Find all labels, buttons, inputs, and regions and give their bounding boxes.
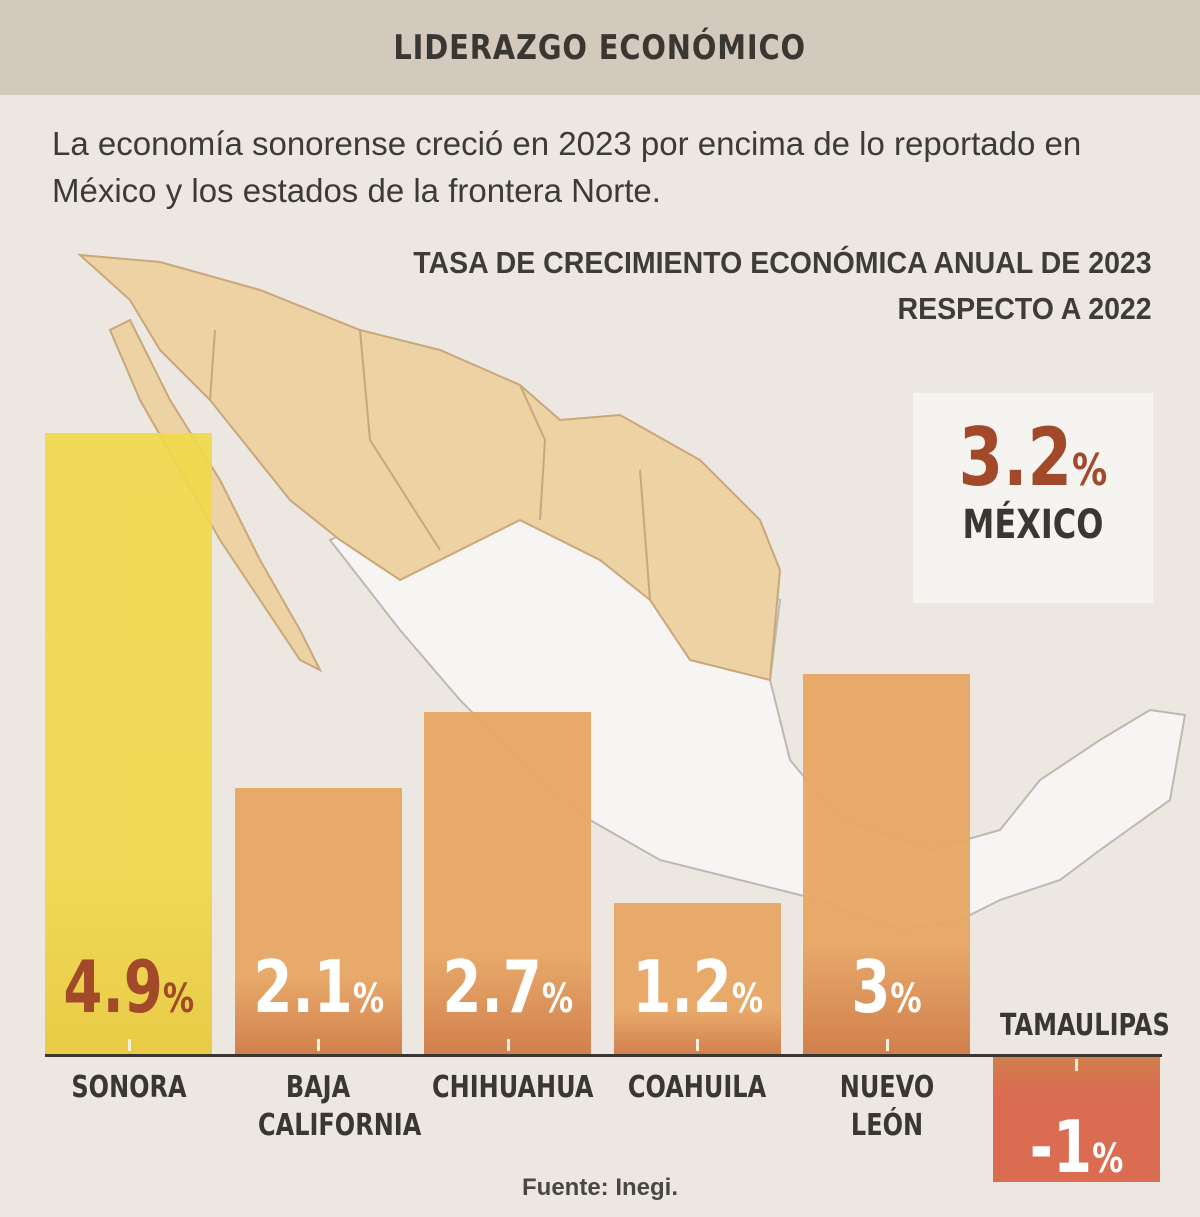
category-label: CHIHUAHUA [431,1070,593,1105]
bar-5 [992,1055,1160,1182]
data-label: 3% [851,945,922,1029]
tick-mark [885,1039,889,1051]
tick-mark [317,1039,320,1051]
mexico-label: MÉXICO [962,502,1104,548]
category-label: TAMAULIPAS [1000,1008,1170,1043]
header: LIDERAZGO ECONÓMICO [0,0,1200,95]
data-label: 2.1% [252,945,384,1029]
tick-mark [506,1039,510,1051]
bar-3 [613,902,781,1055]
category-label: SONORA [70,1070,187,1105]
mexico-number: 3.2 [958,411,1073,504]
bar-2 [424,712,591,1055]
data-label: 4.9% [63,945,195,1029]
category-label: BAJA CALIFORNIA [258,1070,422,1143]
chart-title: TASA DE CRECIMIENTO ECONÓMICA ANUAL DE 2… [414,240,1152,332]
data-label: -1% [1029,1105,1123,1189]
subtitle: La economía sonorense creció en 2023 por… [52,125,1082,209]
source-note: Fuente: Inegi. [522,1174,678,1201]
mexico-summary: 3.2% MÉXICO [913,393,1153,603]
bar-4 [803,674,970,1055]
chart-title-line2: RESPECTO A 2022 [897,291,1152,326]
map-north-states [77,253,782,682]
tick-mark [1075,1059,1078,1071]
chart-title-line1: TASA DE CRECIMIENTO ECONÓMICA ANUAL DE 2… [413,245,1152,280]
bar-1 [234,788,402,1055]
header-title: LIDERAZGO ECONÓMICO [393,27,807,68]
mexico-value: 3.2% [937,411,1129,504]
tick-mark [696,1039,699,1051]
tick-mark [127,1039,131,1051]
category-label: COAHUILA [627,1070,767,1105]
data-label: 1.2% [631,945,763,1029]
x-axis [45,1054,1162,1057]
category-label: NUEVO LEÓN [839,1070,934,1143]
bar-0 [45,432,212,1055]
data-label: 2.7% [442,945,574,1029]
mexico-unit: % [1072,445,1108,496]
